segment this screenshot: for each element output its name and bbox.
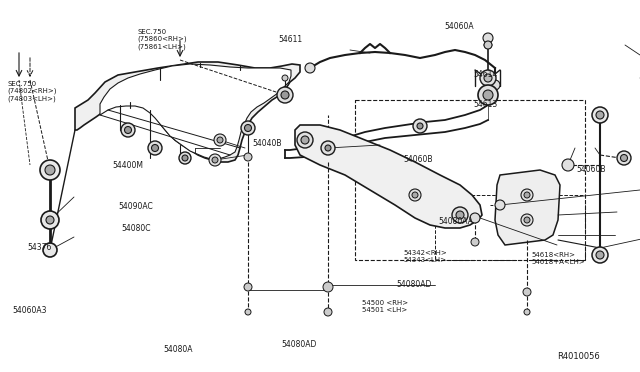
- Circle shape: [523, 288, 531, 296]
- Text: R4010056: R4010056: [557, 352, 600, 361]
- Text: 54080AD: 54080AD: [397, 280, 432, 289]
- Circle shape: [325, 145, 331, 151]
- Circle shape: [214, 134, 226, 146]
- Circle shape: [323, 282, 333, 292]
- Text: 54500 <RH>
54501 <LH>: 54500 <RH> 54501 <LH>: [362, 301, 408, 313]
- Circle shape: [324, 308, 332, 316]
- Text: 54611: 54611: [278, 35, 303, 44]
- Circle shape: [148, 141, 162, 155]
- Circle shape: [179, 152, 191, 164]
- Circle shape: [244, 283, 252, 291]
- Circle shape: [412, 192, 418, 198]
- Circle shape: [478, 85, 498, 105]
- Circle shape: [277, 87, 293, 103]
- Circle shape: [413, 119, 427, 133]
- Text: 54080C: 54080C: [122, 224, 151, 233]
- Circle shape: [281, 91, 289, 99]
- Circle shape: [244, 153, 252, 161]
- Circle shape: [484, 74, 492, 82]
- Circle shape: [43, 243, 57, 257]
- Text: 54614: 54614: [474, 70, 498, 79]
- Text: 54342<RH>
54343<LH>: 54342<RH> 54343<LH>: [403, 250, 447, 263]
- Circle shape: [490, 80, 500, 90]
- Circle shape: [452, 207, 468, 223]
- Circle shape: [596, 111, 604, 119]
- Circle shape: [471, 238, 479, 246]
- Circle shape: [209, 154, 221, 166]
- Circle shape: [297, 132, 313, 148]
- Text: 54080AD: 54080AD: [282, 340, 317, 349]
- Circle shape: [484, 41, 492, 49]
- Circle shape: [41, 211, 59, 229]
- Circle shape: [592, 247, 608, 263]
- Circle shape: [46, 216, 54, 224]
- Circle shape: [305, 63, 315, 73]
- Text: 54040B: 54040B: [253, 139, 282, 148]
- Circle shape: [321, 141, 335, 155]
- Text: 54400M: 54400M: [112, 161, 143, 170]
- Circle shape: [241, 121, 255, 135]
- Circle shape: [621, 154, 627, 161]
- Text: SEC.750
(74802<RH>)
(74803<LH>): SEC.750 (74802<RH>) (74803<LH>): [8, 81, 57, 102]
- Circle shape: [282, 75, 288, 81]
- Circle shape: [40, 160, 60, 180]
- Text: 54080A: 54080A: [163, 345, 193, 354]
- Text: 54613: 54613: [474, 100, 498, 109]
- Circle shape: [617, 151, 631, 165]
- Circle shape: [524, 217, 530, 223]
- Circle shape: [409, 189, 421, 201]
- Polygon shape: [484, 42, 492, 48]
- Circle shape: [592, 107, 608, 123]
- Text: 54090AC: 54090AC: [118, 202, 153, 211]
- Polygon shape: [75, 62, 300, 162]
- Circle shape: [524, 309, 530, 315]
- Circle shape: [483, 90, 493, 100]
- Circle shape: [483, 33, 493, 43]
- Circle shape: [521, 189, 533, 201]
- Circle shape: [182, 155, 188, 161]
- Circle shape: [152, 144, 159, 151]
- Circle shape: [212, 157, 218, 163]
- Text: 54060B: 54060B: [576, 165, 605, 174]
- Circle shape: [524, 192, 530, 198]
- Circle shape: [125, 126, 131, 134]
- Circle shape: [244, 125, 252, 131]
- Text: 54060A3: 54060A3: [13, 306, 47, 315]
- Circle shape: [596, 251, 604, 259]
- Circle shape: [495, 200, 505, 210]
- Circle shape: [45, 165, 55, 175]
- Circle shape: [301, 136, 309, 144]
- Circle shape: [480, 70, 496, 86]
- Text: 54080AA: 54080AA: [438, 217, 474, 226]
- Circle shape: [245, 309, 251, 315]
- Circle shape: [217, 137, 223, 143]
- Circle shape: [470, 213, 480, 223]
- Circle shape: [456, 211, 464, 219]
- Polygon shape: [100, 64, 291, 159]
- Text: 54060A: 54060A: [445, 22, 474, 31]
- Text: SEC.750
(75860<RH>)
(75861<LH>): SEC.750 (75860<RH>) (75861<LH>): [138, 29, 188, 49]
- Text: 54060B: 54060B: [403, 155, 433, 164]
- Circle shape: [417, 123, 423, 129]
- Polygon shape: [495, 170, 560, 245]
- Text: 54376: 54376: [28, 243, 52, 252]
- Circle shape: [121, 123, 135, 137]
- Circle shape: [562, 159, 574, 171]
- Text: 54618<RH>
54618+A<LH>: 54618<RH> 54618+A<LH>: [531, 252, 585, 265]
- Polygon shape: [295, 125, 482, 228]
- Circle shape: [521, 214, 533, 226]
